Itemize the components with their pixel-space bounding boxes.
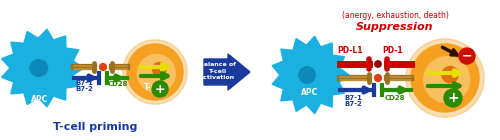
Text: T-cell: T-cell — [144, 82, 167, 92]
Circle shape — [152, 81, 168, 97]
Polygon shape — [2, 29, 84, 107]
Text: B7-1: B7-1 — [75, 80, 93, 86]
Text: PD-L1: PD-L1 — [337, 46, 363, 54]
Text: B7-2: B7-2 — [75, 86, 93, 92]
Ellipse shape — [411, 44, 479, 112]
Text: PD-1: PD-1 — [382, 46, 404, 54]
Ellipse shape — [424, 57, 470, 103]
Ellipse shape — [299, 67, 316, 83]
Circle shape — [375, 61, 381, 67]
Text: APC: APC — [302, 88, 318, 96]
Text: +: + — [154, 82, 166, 95]
Ellipse shape — [30, 60, 48, 76]
Ellipse shape — [138, 54, 175, 92]
FancyArrow shape — [204, 54, 250, 90]
Ellipse shape — [127, 44, 183, 100]
Text: Suppression: Suppression — [356, 22, 434, 32]
Circle shape — [444, 89, 462, 107]
Text: APC: APC — [32, 95, 48, 104]
Circle shape — [459, 48, 475, 64]
Text: Balance of
T-cell
activation: Balance of T-cell activation — [198, 62, 235, 80]
Text: CD28: CD28 — [108, 81, 128, 87]
Circle shape — [374, 75, 382, 81]
Circle shape — [100, 64, 106, 70]
Text: B7-2: B7-2 — [344, 101, 362, 107]
Text: B7-1: B7-1 — [344, 95, 362, 101]
Ellipse shape — [152, 62, 166, 76]
Polygon shape — [272, 36, 349, 114]
Text: +: + — [447, 91, 459, 105]
Text: −: − — [462, 50, 472, 62]
Ellipse shape — [123, 40, 187, 104]
Ellipse shape — [442, 66, 458, 83]
Text: (anergy, exhaustion, death): (anergy, exhaustion, death) — [342, 10, 448, 19]
Ellipse shape — [406, 39, 484, 117]
Text: CD28: CD28 — [384, 95, 405, 101]
Text: T-cell priming: T-cell priming — [53, 122, 137, 132]
